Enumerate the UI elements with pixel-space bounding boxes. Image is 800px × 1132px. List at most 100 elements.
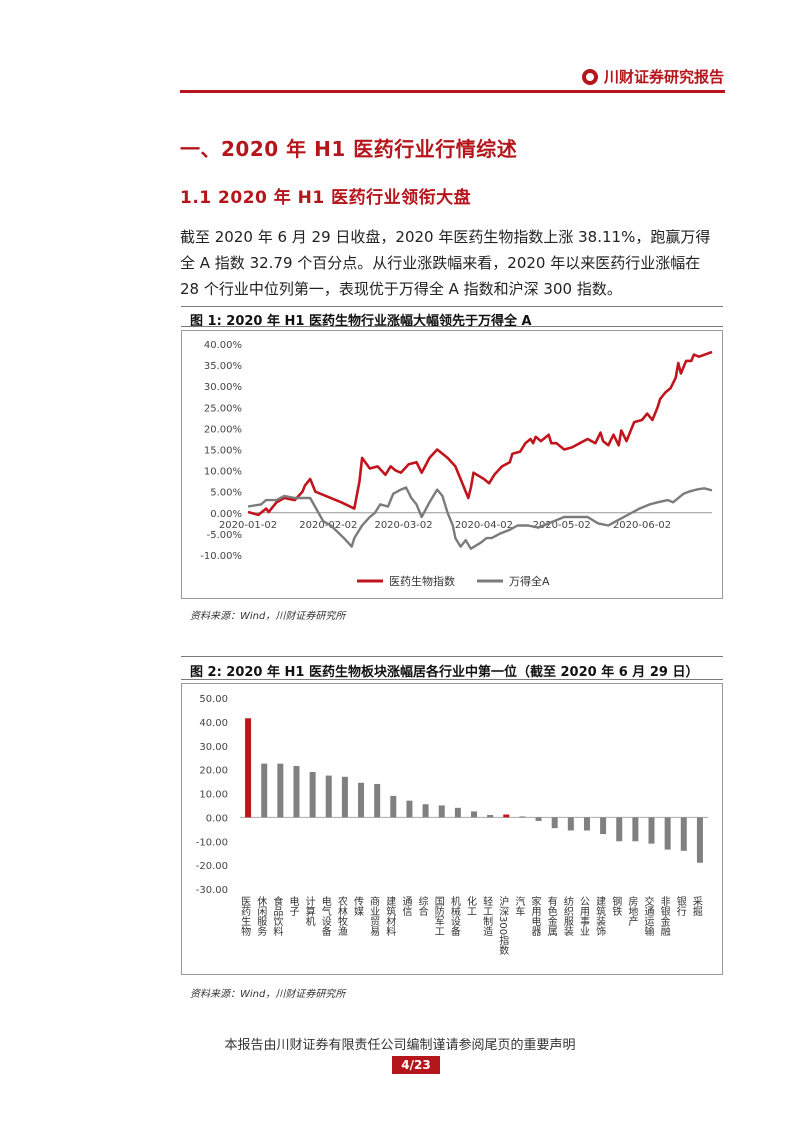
series-line-0 <box>247 350 713 517</box>
bar-chart: 50.00 40.00 30.00 20.00 10.00 0.00 -10.00 -20.0… <box>196 694 708 956</box>
bar <box>293 766 300 818</box>
bar <box>503 814 510 818</box>
bar <box>245 718 252 818</box>
section-heading: 一、2020 年 H1 医药行业行情综述 <box>180 137 518 161</box>
category-label: 传媒 <box>352 896 364 917</box>
bar <box>583 817 590 831</box>
report-brand: 川财证券研究报告 <box>581 66 724 87</box>
category-label: 采掘 <box>690 896 702 917</box>
subsection-heading: 1.1 2020 年 H1 医药行业领衔大盘 <box>180 188 472 208</box>
category-label: 纺织服装 <box>561 895 573 937</box>
y-tick-label: 30.00% <box>204 382 242 393</box>
bar <box>551 817 558 829</box>
legend-label: 医药生物指数 <box>389 574 455 588</box>
y-tick-label: 10.00 <box>199 790 228 801</box>
category-label: 钢铁 <box>610 895 622 917</box>
category-label: 机械设备 <box>448 895 460 937</box>
y-tick-label: 0.00% <box>210 509 242 520</box>
bar <box>390 795 397 818</box>
category-label: 银行 <box>674 895 686 917</box>
category-label: 计算机 <box>303 895 315 927</box>
category-label: 交通运输 <box>642 895 654 937</box>
bar <box>309 772 316 818</box>
y-tick-label: 10.00% <box>204 467 242 478</box>
y-tick-label: 5.00% <box>210 488 242 499</box>
bar <box>454 807 461 818</box>
y-tick-label: 30.00 <box>199 742 228 753</box>
bar <box>358 782 365 818</box>
bar <box>406 800 413 818</box>
category-label: 电子 <box>287 895 299 916</box>
y-tick-label: 20.00 <box>199 766 228 777</box>
y-tick-label: -5.00% <box>207 530 242 541</box>
category-label: 综合 <box>416 895 428 917</box>
bar <box>648 817 655 844</box>
line-chart: 40.00% 35.00% 30.00% 25.00% 20.00% 15.00% 10.0… <box>200 340 713 588</box>
y-tick-label: -30.00 <box>196 885 228 896</box>
bar <box>664 817 671 850</box>
y-tick-label: 20.00% <box>204 424 242 435</box>
category-label: 轻工制造 <box>481 895 493 936</box>
category-label: 国防军工 <box>432 896 444 936</box>
category-label: 食品饮料 <box>271 895 283 937</box>
bar <box>471 811 477 818</box>
bar <box>696 817 703 863</box>
bar <box>487 814 494 818</box>
category-label: 农林牧渔 <box>335 895 347 937</box>
x-tick-label: 2020-03-02 <box>374 520 432 531</box>
bar <box>325 775 332 818</box>
bar <box>535 817 542 821</box>
bar <box>616 817 623 842</box>
y-tick-label: 15.00% <box>204 446 242 457</box>
category-label: 非银金融 <box>658 896 670 937</box>
figure1-title: 图 1: 2020 年 H1 医药生物行业涨幅大幅领先于万得全 A <box>190 314 532 329</box>
paragraph-line: 28 个行业中位列第一，表现优于万得全 A 指数和沪深 300 指数。 <box>180 280 622 298</box>
category-label: 建筑装饰 <box>594 895 606 937</box>
category-label: 医药生物 <box>239 896 251 937</box>
bar <box>422 804 429 818</box>
x-tick-label: 2020-05-02 <box>533 520 591 531</box>
bar <box>567 817 574 831</box>
figure2-source: 资料来源：Wind，川财证券研究所 <box>190 989 346 1000</box>
y-tick-label: 40.00 <box>199 718 228 729</box>
figure1-source: 资料来源：Wind，川财证券研究所 <box>190 611 346 622</box>
category-label: 公用事业 <box>577 896 589 936</box>
page-number: 4/23 <box>392 1056 440 1074</box>
figure1-top-rule <box>181 306 723 307</box>
bar <box>600 817 607 835</box>
category-label: 电气设备 <box>319 895 331 937</box>
category-label: 房地产 <box>626 895 638 927</box>
figure1-title-rule <box>181 326 723 327</box>
x-tick-label: 2020-04-02 <box>455 520 513 531</box>
category-label: 通信 <box>400 896 412 917</box>
x-tick-label: 2020-01-02 <box>219 520 277 531</box>
category-label: 化工 <box>465 895 477 916</box>
bar <box>438 805 445 818</box>
brand-name: 川财证券研究报告 <box>603 68 724 86</box>
header-rule <box>180 90 725 93</box>
y-tick-label: 0.00 <box>206 813 228 824</box>
y-tick-label: 50.00 <box>199 694 228 705</box>
category-label: 家用电器 <box>529 895 541 937</box>
figure2-chart-frame: 50.00 40.00 30.00 20.00 10.00 0.00 -10.00 -20.0… <box>181 683 723 975</box>
paragraph-line: 截至 2020 年 6 月 29 日收盘，2020 年医药生物指数上涨 38.1… <box>180 228 711 246</box>
paragraph-line: 全 A 指数 32.79 个百分点。从行业涨跌幅来看，2020 年以来医药行业涨… <box>180 254 701 272</box>
category-label: 沪深300指数 <box>497 895 509 956</box>
category-label: 休闲服务 <box>255 896 267 937</box>
bar <box>261 763 268 818</box>
bar <box>632 817 639 842</box>
y-tick-label: 35.00% <box>204 361 242 372</box>
bar <box>277 763 284 818</box>
y-tick-label: -10.00 <box>196 837 228 848</box>
series-line-1 <box>247 486 713 550</box>
legend-label: 万得全A <box>509 574 550 588</box>
circle-logo-icon <box>581 68 598 85</box>
figure2-title-rule <box>181 679 723 680</box>
bar <box>374 783 381 818</box>
figure1-chart-frame: 40.00% 35.00% 30.00% 25.00% 20.00% 15.00% 10.0… <box>181 330 723 599</box>
y-tick-label: -10.00% <box>200 551 242 562</box>
body-paragraph: 截至 2020 年 6 月 29 日收盘，2020 年医药生物指数上涨 38.1… <box>180 224 728 302</box>
x-tick-label: 2020-06-02 <box>613 520 671 531</box>
category-label: 建筑材料 <box>384 895 396 937</box>
category-label: 汽车 <box>513 895 525 917</box>
